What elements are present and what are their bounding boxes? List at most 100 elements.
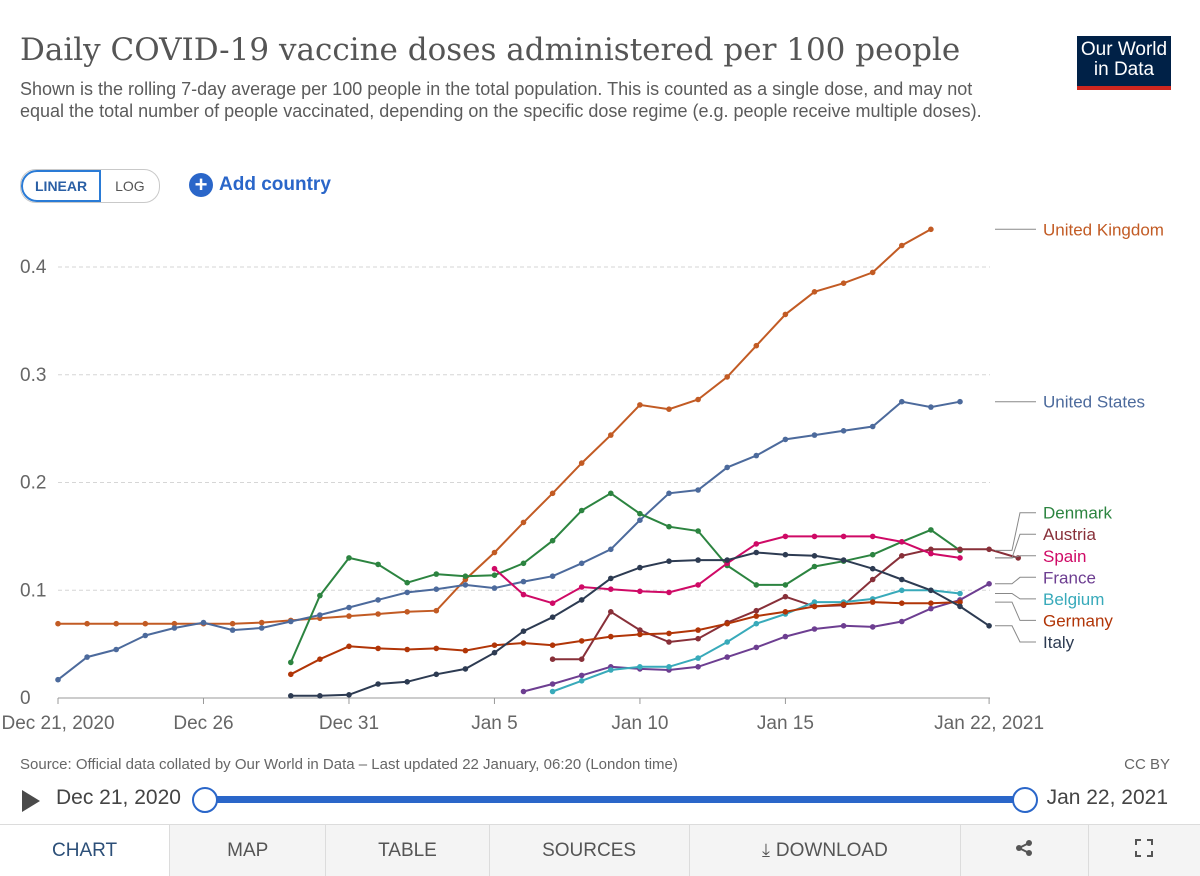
data-point	[462, 666, 469, 672]
data-point	[171, 620, 178, 627]
data-point	[462, 582, 469, 588]
timeline-end-handle[interactable]	[1012, 787, 1038, 813]
data-point	[346, 604, 352, 611]
data-point	[869, 599, 876, 605]
data-point	[782, 436, 789, 443]
plus-icon: +	[189, 173, 213, 197]
data-point	[520, 688, 527, 695]
data-point	[375, 561, 381, 568]
data-point	[549, 614, 556, 620]
data-point	[753, 549, 760, 556]
tab-chart[interactable]: CHART	[0, 825, 170, 876]
data-point	[811, 289, 818, 295]
data-point	[899, 587, 905, 594]
data-point	[986, 623, 992, 629]
data-point	[666, 630, 672, 637]
data-point	[637, 631, 643, 638]
data-point	[840, 280, 847, 286]
data-point	[578, 460, 585, 466]
label-connector	[995, 576, 1036, 585]
label-connector	[995, 512, 1036, 551]
data-point	[695, 396, 701, 403]
data-point	[608, 546, 614, 553]
data-point	[666, 406, 672, 412]
data-point	[957, 603, 963, 610]
tab-sources[interactable]: SOURCES	[488, 825, 689, 876]
data-point	[811, 599, 818, 605]
data-point	[84, 620, 90, 627]
data-point	[695, 635, 701, 642]
data-point	[811, 533, 818, 540]
data-point	[578, 672, 585, 679]
data-point	[404, 646, 411, 653]
owid-logo[interactable]: Our World in Data	[1077, 36, 1171, 90]
series-label: Belgium	[1043, 590, 1104, 609]
data-point	[753, 620, 760, 627]
data-point	[869, 565, 876, 572]
data-point	[84, 654, 90, 660]
data-point	[899, 576, 905, 583]
data-point	[375, 611, 381, 617]
data-point	[549, 490, 556, 497]
data-point	[986, 581, 992, 587]
data-point	[491, 565, 498, 572]
license-link[interactable]: CC BY	[1124, 756, 1170, 773]
data-point	[666, 490, 672, 497]
data-point	[782, 582, 789, 588]
data-point	[840, 557, 847, 563]
data-point	[637, 510, 643, 517]
series-label: Germany	[1043, 611, 1113, 630]
y-tick-label: 0.3	[20, 365, 46, 386]
add-country-button[interactable]: + Add country	[189, 172, 331, 198]
data-point	[520, 628, 527, 634]
x-tick-label: Dec 21, 2020	[1, 713, 114, 734]
tab-table[interactable]: TABLE	[325, 825, 488, 876]
data-point	[869, 423, 876, 430]
series-line	[290, 601, 961, 676]
data-point	[695, 627, 701, 633]
data-point	[608, 575, 614, 582]
data-point	[317, 592, 323, 599]
data-point	[549, 573, 556, 579]
label-connector	[995, 593, 1036, 600]
data-point	[899, 398, 905, 405]
data-point	[637, 664, 643, 670]
timeline-start-handle[interactable]	[192, 787, 218, 813]
data-point	[957, 546, 963, 553]
data-point	[462, 647, 469, 654]
tab-map[interactable]: MAP	[169, 825, 325, 876]
data-point	[549, 642, 556, 648]
data-point	[346, 643, 352, 650]
data-point	[869, 269, 876, 276]
data-point	[840, 428, 847, 434]
data-point	[928, 600, 934, 606]
y-tick-label: 0.1	[20, 580, 46, 601]
log-scale-button[interactable]: LOG	[115, 178, 145, 194]
data-point	[957, 398, 963, 405]
linear-scale-button[interactable]: LINEAR	[21, 170, 102, 202]
timeline-track[interactable]	[204, 796, 1024, 803]
share-button[interactable]	[960, 825, 1087, 876]
data-point	[520, 591, 527, 598]
data-point	[840, 533, 847, 540]
data-point	[782, 609, 789, 615]
data-point	[578, 656, 585, 662]
data-point	[375, 681, 381, 687]
data-point	[811, 603, 818, 610]
data-point	[637, 517, 643, 523]
fullscreen-button[interactable]	[1087, 825, 1200, 876]
play-icon[interactable]	[22, 790, 40, 812]
data-point	[404, 579, 411, 586]
data-point	[404, 609, 411, 615]
data-point	[695, 582, 701, 588]
chart-subtitle: Shown is the rolling 7-day average per 1…	[20, 79, 982, 121]
chart-title: Daily COVID-19 vaccine doses administere…	[20, 32, 961, 68]
data-point	[782, 311, 789, 318]
data-point	[869, 533, 876, 540]
tab-download[interactable]: ⤓ DOWNLOAD	[688, 825, 961, 876]
share-icon	[1015, 839, 1033, 863]
data-point	[928, 605, 934, 612]
series-label: Denmark	[1043, 504, 1112, 523]
x-tick-label: Jan 5	[471, 713, 517, 734]
data-point	[928, 587, 934, 594]
